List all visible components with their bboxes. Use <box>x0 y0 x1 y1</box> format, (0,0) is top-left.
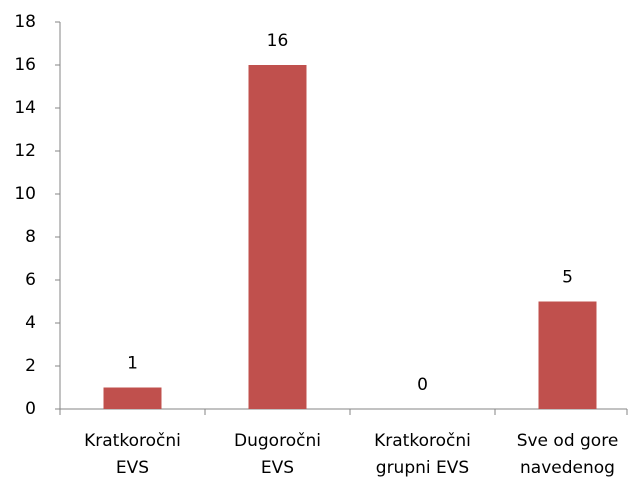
x-tick-label: grupni EVS <box>376 458 469 478</box>
y-tick-label: 8 <box>25 227 36 247</box>
y-tick-label: 14 <box>14 98 36 118</box>
y-tick-label: 16 <box>14 55 36 75</box>
bar <box>538 301 597 409</box>
x-tick-label: Dugoročni <box>234 431 321 451</box>
y-tick-label: 12 <box>14 141 36 161</box>
x-tick-label: Kratkoročni <box>84 431 181 451</box>
y-tick-label: 18 <box>14 12 36 32</box>
x-tick-label: EVS <box>261 458 294 478</box>
data-label: 16 <box>267 31 289 51</box>
y-tick-label: 4 <box>25 313 36 333</box>
data-label: 5 <box>562 268 573 288</box>
x-tick-label: navedenog <box>520 458 615 478</box>
data-label: 1 <box>127 354 138 374</box>
x-tick-label: EVS <box>116 458 149 478</box>
y-tick-label: 6 <box>25 270 36 290</box>
y-tick-label: 2 <box>25 356 36 376</box>
data-label: 0 <box>417 375 428 395</box>
x-tick-label: Kratkoročni <box>374 431 471 451</box>
bar <box>248 65 307 409</box>
bar <box>103 387 162 409</box>
y-tick-label: 10 <box>14 184 36 204</box>
y-tick-label: 0 <box>25 399 36 419</box>
x-tick-label: Sve od gore <box>517 431 619 451</box>
